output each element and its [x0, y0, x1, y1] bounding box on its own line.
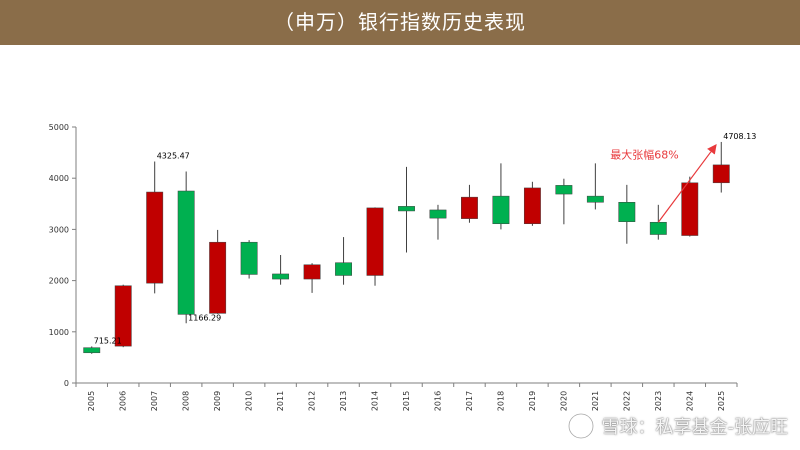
x-tick-label: 2013 — [339, 391, 348, 411]
data-label: 1166.29 — [188, 313, 221, 322]
y-tick-label: 5000 — [49, 123, 69, 132]
page-title: （申万）银行指数历史表现 — [274, 10, 526, 34]
x-tick-label: 2022 — [622, 391, 631, 411]
x-tick-label: 2009 — [213, 391, 222, 411]
data-label: 4325.47 — [157, 152, 190, 161]
x-tick-label: 2023 — [654, 391, 663, 411]
candle-body — [461, 196, 478, 219]
candle-body — [523, 187, 541, 225]
candle-body — [681, 182, 699, 236]
snowball-logo-icon — [567, 412, 594, 440]
x-tick-label: 2017 — [465, 391, 474, 411]
x-tick-label: 2024 — [685, 391, 694, 411]
candle-body — [555, 185, 573, 195]
candle-body — [240, 241, 258, 275]
x-tick-label: 2025 — [717, 391, 726, 411]
x-tick-label: 2008 — [182, 391, 191, 411]
x-tick-label: 2020 — [559, 391, 568, 411]
candle-body — [366, 207, 384, 276]
x-tick-label: 2007 — [150, 391, 159, 411]
candle-body — [586, 195, 604, 203]
annotation-label: 最大张幅68% — [610, 148, 678, 162]
x-tick-label: 2011 — [276, 391, 285, 411]
x-tick-label: 2021 — [591, 391, 600, 411]
candle-body — [335, 262, 352, 276]
x-tick-label: 2005 — [87, 391, 96, 411]
x-tick-label: 2014 — [371, 391, 380, 411]
data-label: 4708.13 — [723, 132, 756, 141]
candle-body — [303, 264, 321, 280]
data-label: 715.21 — [94, 336, 122, 345]
candle-body — [618, 202, 636, 222]
x-tick-label: 2018 — [496, 391, 505, 411]
candle-body — [272, 273, 290, 280]
candle-body — [429, 209, 447, 219]
x-tick-label: 2019 — [528, 391, 537, 411]
watermark-text: 雪球：私享基金-张应旺 — [601, 417, 789, 438]
y-tick-label: 4000 — [49, 174, 69, 183]
annotation-arrow — [657, 144, 717, 223]
x-tick-label: 2010 — [245, 391, 254, 411]
candle-body — [649, 221, 667, 235]
candle-body — [83, 347, 101, 354]
y-tick-label: 2000 — [49, 277, 69, 286]
candle-body — [712, 164, 730, 184]
y-tick-label: 1000 — [49, 328, 69, 337]
candle-body — [398, 206, 415, 212]
watermark: 雪球：私享基金-张应旺 — [566, 409, 789, 443]
candle-body — [114, 285, 132, 347]
x-tick-label: 2006 — [119, 391, 128, 411]
header-bar: （申万）银行指数历史表现 — [0, 0, 800, 45]
y-tick-label: 0 — [64, 379, 69, 388]
candle-body — [177, 190, 195, 315]
candle-body — [492, 195, 510, 225]
candle-body — [146, 191, 164, 284]
x-tick-label: 2016 — [433, 391, 442, 411]
y-tick-label: 3000 — [49, 225, 69, 234]
x-tick-label: 2012 — [308, 391, 317, 411]
candle-body — [209, 241, 227, 314]
x-tick-label: 2015 — [402, 391, 411, 411]
